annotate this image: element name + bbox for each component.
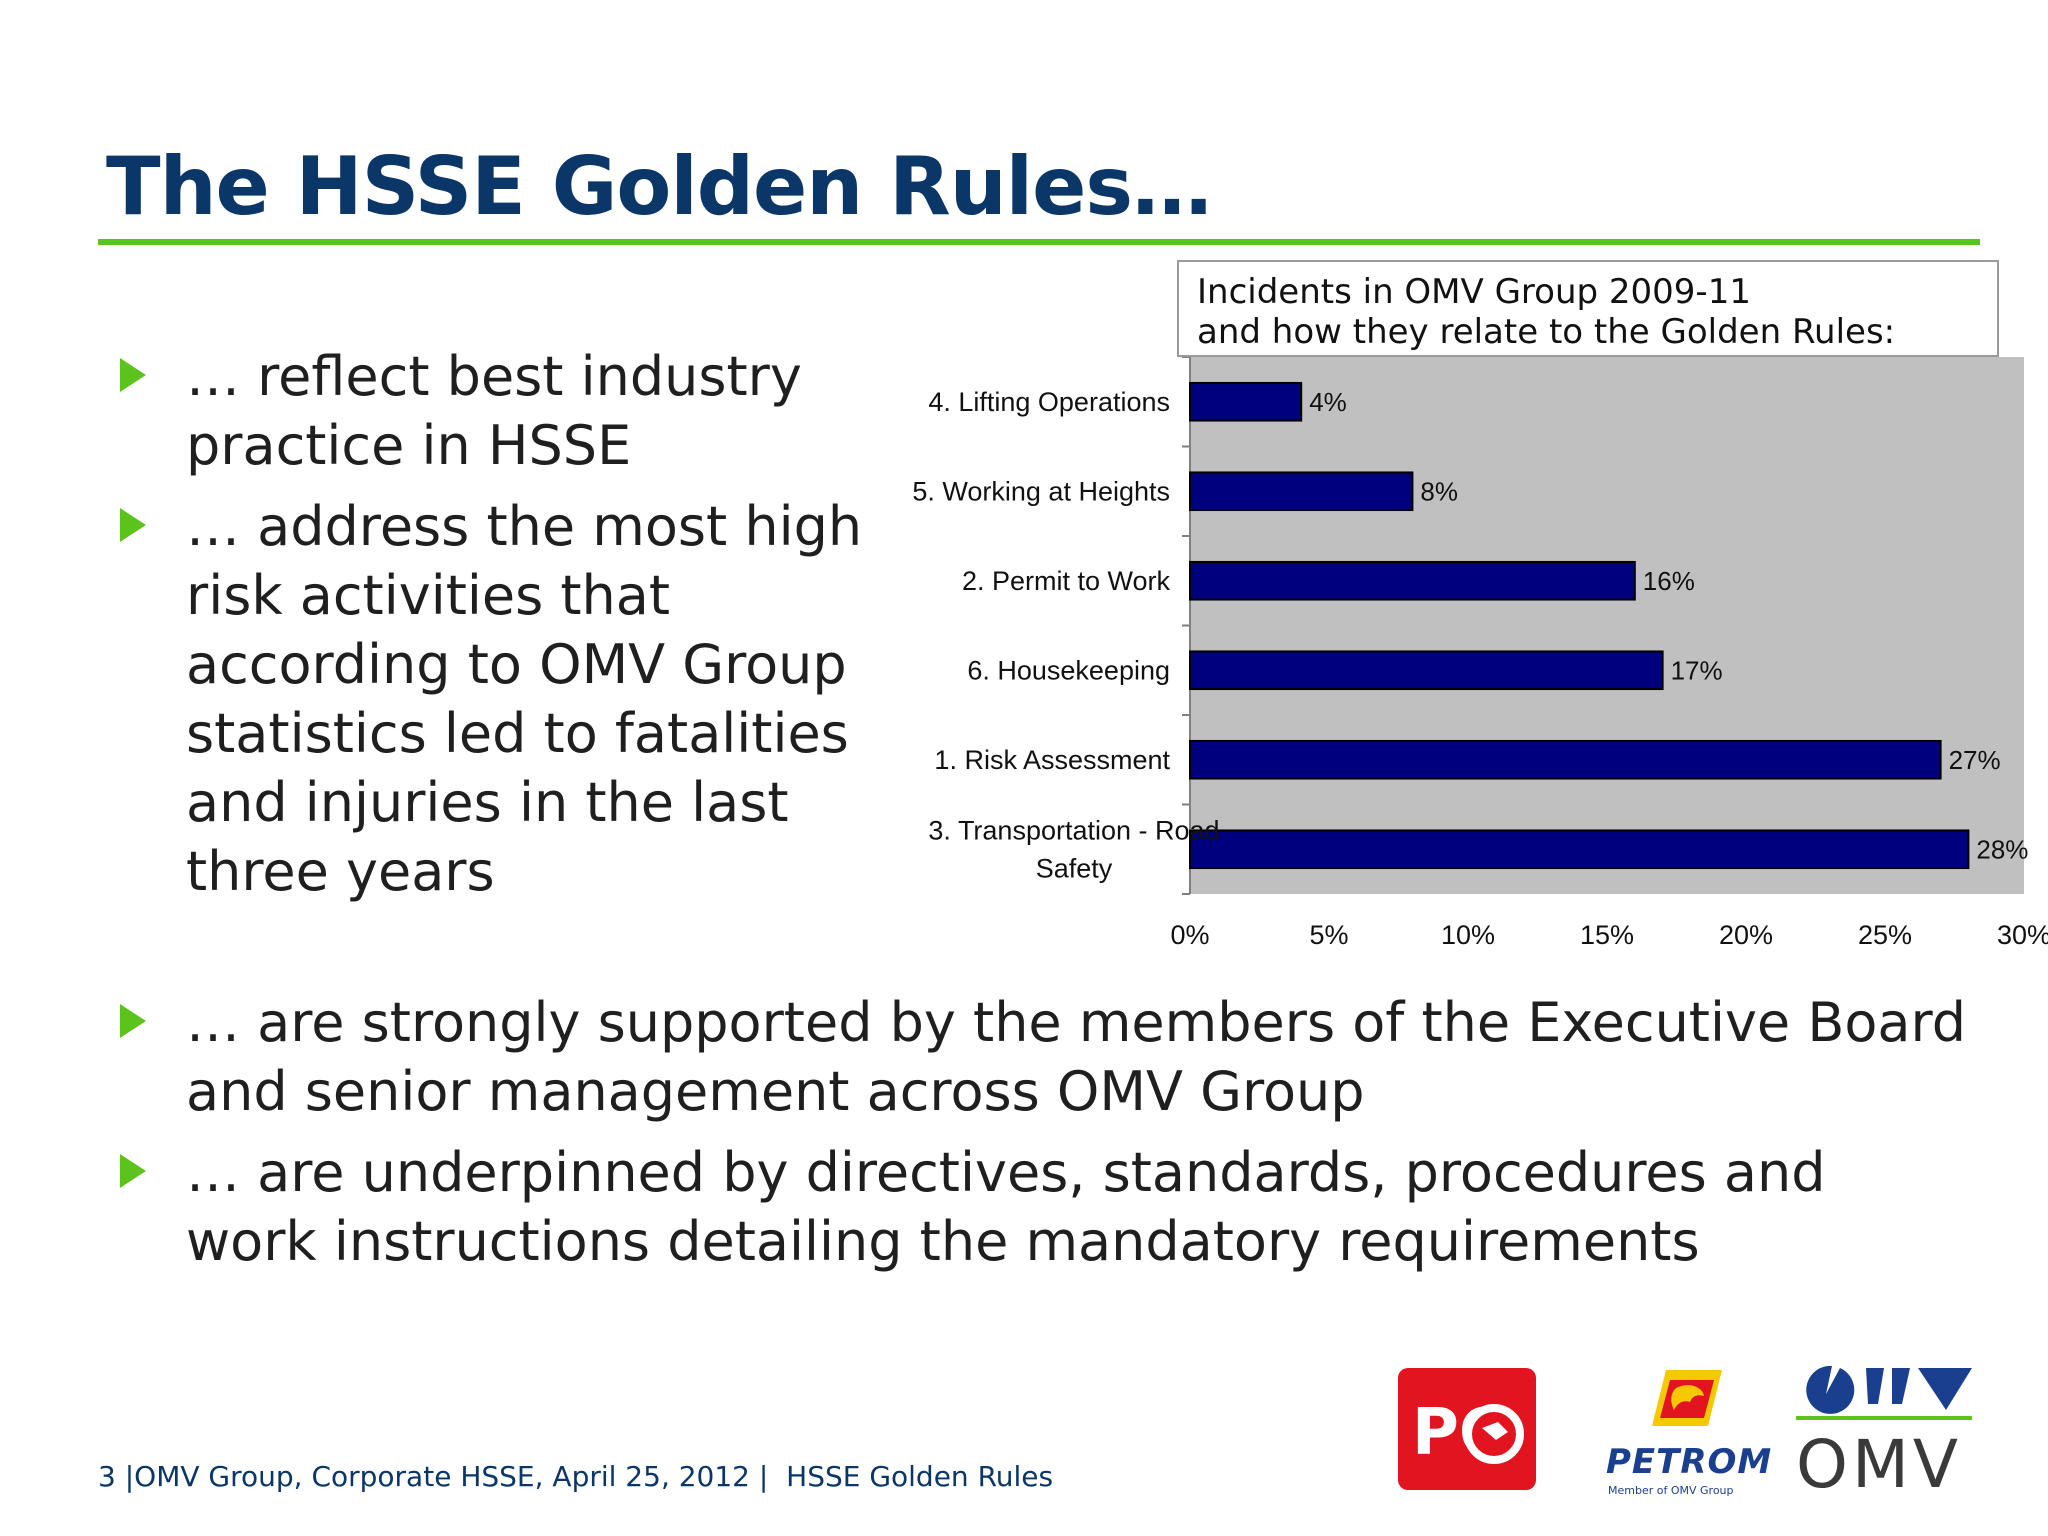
chart-title-box: Incidents in OMV Group 2009-11 and how t… — [1177, 260, 1999, 357]
x-tick-label: 15% — [1580, 920, 1634, 950]
data-label: 8% — [1420, 476, 1458, 506]
petrom-logo: PETROM Member of OMV Group — [1604, 1366, 1771, 1497]
po-logo-mark-icon: PO — [1412, 1396, 1524, 1470]
bullet-item: … are strongly supported by the members … — [120, 988, 2006, 1126]
bar — [1189, 560, 1636, 601]
x-tick-label: 0% — [1170, 920, 1209, 950]
chart-title-line-2: and how they relate to the Golden Rules: — [1197, 312, 1896, 352]
bullet-text: … reflect best industry practice in HSSE — [186, 345, 802, 477]
po-logo: PO — [1398, 1368, 1536, 1490]
x-tick-label: 10% — [1441, 920, 1495, 950]
bullet-arrow-icon — [120, 358, 146, 392]
data-label: 16% — [1643, 566, 1695, 596]
bar — [1189, 471, 1414, 512]
x-tick-label: 30% — [1997, 920, 2048, 950]
bar — [1189, 739, 1942, 780]
bullet-text: … are underpinned by directives, standar… — [186, 1141, 1826, 1273]
bullet-text: … address the most high risk activities … — [186, 495, 863, 903]
title-underline — [98, 239, 1980, 245]
bar — [1189, 381, 1303, 422]
incidents-chart: 4% 4. Lifting Operations 8% 5. Working at H… — [860, 258, 2048, 958]
petrom-dragon-icon — [1652, 1370, 1722, 1426]
bar — [1189, 829, 1970, 870]
x-tick-label: 5% — [1309, 920, 1348, 950]
category-label: 4. Lifting Operations — [928, 387, 1170, 417]
omv-mark-icon — [1796, 1365, 1972, 1420]
category-label: 2. Permit to Work — [962, 566, 1171, 596]
category-label: Safety — [1036, 853, 1113, 883]
plot-area — [1190, 357, 2024, 894]
bullet-arrow-icon — [120, 1004, 146, 1038]
data-label: 17% — [1671, 655, 1723, 685]
petrom-wordmark: PETROM — [1606, 1442, 1773, 1482]
category-label: 5. Working at Heights — [912, 476, 1170, 506]
category-label: 1. Risk Assessment — [934, 745, 1170, 775]
slide-title: The HSSE Golden Rules… — [106, 140, 1212, 233]
category-label: 6. Housekeeping — [967, 655, 1170, 685]
data-label: 28% — [1976, 834, 2028, 864]
bullet-text: … are strongly supported by the members … — [186, 991, 1967, 1123]
chart-title-line-1: Incidents in OMV Group 2009-11 — [1197, 272, 1751, 312]
omv-logo: OMV — [1796, 1364, 1976, 1503]
bullet-item: … address the most high risk activities … — [120, 492, 886, 906]
bullet-arrow-icon — [120, 508, 146, 542]
bullet-arrow-icon — [120, 1154, 146, 1188]
bar-chart-svg: 4% 4. Lifting Operations 8% 5. Working at H… — [912, 351, 2048, 950]
category-label: 3. Transportation - Road — [928, 815, 1219, 845]
bar — [1189, 650, 1664, 691]
bullet-item: … reflect best industry practice in HSSE — [120, 342, 886, 480]
slide-footer: 3 |OMV Group, Corporate HSSE, April 25, … — [98, 1460, 1054, 1493]
x-tick-label: 20% — [1719, 920, 1773, 950]
data-label: 4% — [1309, 387, 1347, 417]
omv-wordmark: OMV — [1796, 1426, 1963, 1503]
petrom-subtitle: Member of OMV Group — [1608, 1484, 1734, 1497]
data-label: 27% — [1949, 745, 2001, 775]
bullet-item: … are underpinned by directives, standar… — [120, 1138, 2006, 1276]
x-tick-label: 25% — [1858, 920, 1912, 950]
